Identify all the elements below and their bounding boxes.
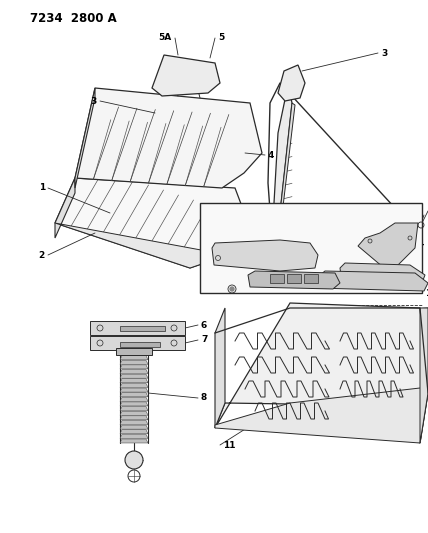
Polygon shape — [120, 374, 148, 378]
Bar — [270, 274, 284, 283]
Polygon shape — [120, 416, 148, 420]
Text: 5A: 5A — [159, 34, 172, 43]
Polygon shape — [316, 271, 428, 291]
Polygon shape — [120, 388, 148, 392]
Polygon shape — [120, 439, 148, 443]
Polygon shape — [120, 360, 148, 364]
Polygon shape — [120, 430, 148, 434]
Polygon shape — [120, 393, 148, 397]
Text: 4: 4 — [418, 238, 425, 247]
Text: 13: 13 — [384, 284, 397, 293]
Polygon shape — [278, 65, 305, 101]
Polygon shape — [90, 336, 185, 350]
Polygon shape — [280, 213, 410, 271]
Polygon shape — [120, 434, 148, 438]
Polygon shape — [120, 425, 148, 429]
Text: 5: 5 — [218, 34, 224, 43]
Polygon shape — [120, 369, 148, 374]
Polygon shape — [120, 407, 148, 410]
Text: 7234  2800 A: 7234 2800 A — [30, 12, 117, 25]
Polygon shape — [215, 308, 225, 428]
Text: 4: 4 — [268, 150, 274, 159]
Polygon shape — [248, 271, 340, 289]
Polygon shape — [120, 356, 148, 360]
Bar — [287, 274, 301, 283]
Polygon shape — [75, 88, 95, 188]
Text: 2: 2 — [39, 251, 45, 260]
Text: 8: 8 — [201, 393, 207, 402]
Polygon shape — [90, 321, 185, 335]
Bar — [120, 342, 160, 347]
Text: 11: 11 — [223, 440, 235, 449]
Text: 7: 7 — [201, 335, 208, 344]
Text: 13: 13 — [333, 219, 345, 228]
Text: 3: 3 — [381, 49, 387, 58]
Polygon shape — [355, 308, 428, 405]
Circle shape — [125, 451, 143, 469]
Polygon shape — [280, 103, 295, 215]
Polygon shape — [152, 55, 220, 96]
Text: 12: 12 — [425, 288, 428, 297]
Polygon shape — [120, 365, 148, 369]
Polygon shape — [55, 178, 252, 268]
Polygon shape — [272, 213, 410, 271]
Polygon shape — [420, 308, 428, 443]
Polygon shape — [120, 397, 148, 401]
Text: 10: 10 — [251, 227, 263, 236]
Polygon shape — [340, 263, 425, 288]
Text: 3: 3 — [91, 96, 97, 106]
Polygon shape — [120, 351, 148, 355]
Text: 14: 14 — [200, 284, 213, 293]
Polygon shape — [215, 303, 428, 443]
Polygon shape — [212, 240, 318, 271]
Polygon shape — [120, 379, 148, 383]
Polygon shape — [272, 85, 292, 238]
Circle shape — [230, 287, 234, 291]
Bar — [304, 274, 318, 283]
Bar — [200, 203, 422, 293]
Polygon shape — [120, 411, 148, 415]
Polygon shape — [55, 223, 228, 268]
Polygon shape — [55, 178, 75, 238]
Text: 6: 6 — [201, 320, 207, 329]
Bar — [120, 326, 165, 331]
Polygon shape — [215, 388, 428, 443]
Polygon shape — [120, 402, 148, 406]
Polygon shape — [120, 383, 148, 387]
Polygon shape — [358, 223, 418, 273]
Polygon shape — [75, 88, 262, 188]
Polygon shape — [116, 348, 152, 355]
Text: 1: 1 — [39, 183, 45, 192]
Polygon shape — [120, 421, 148, 424]
